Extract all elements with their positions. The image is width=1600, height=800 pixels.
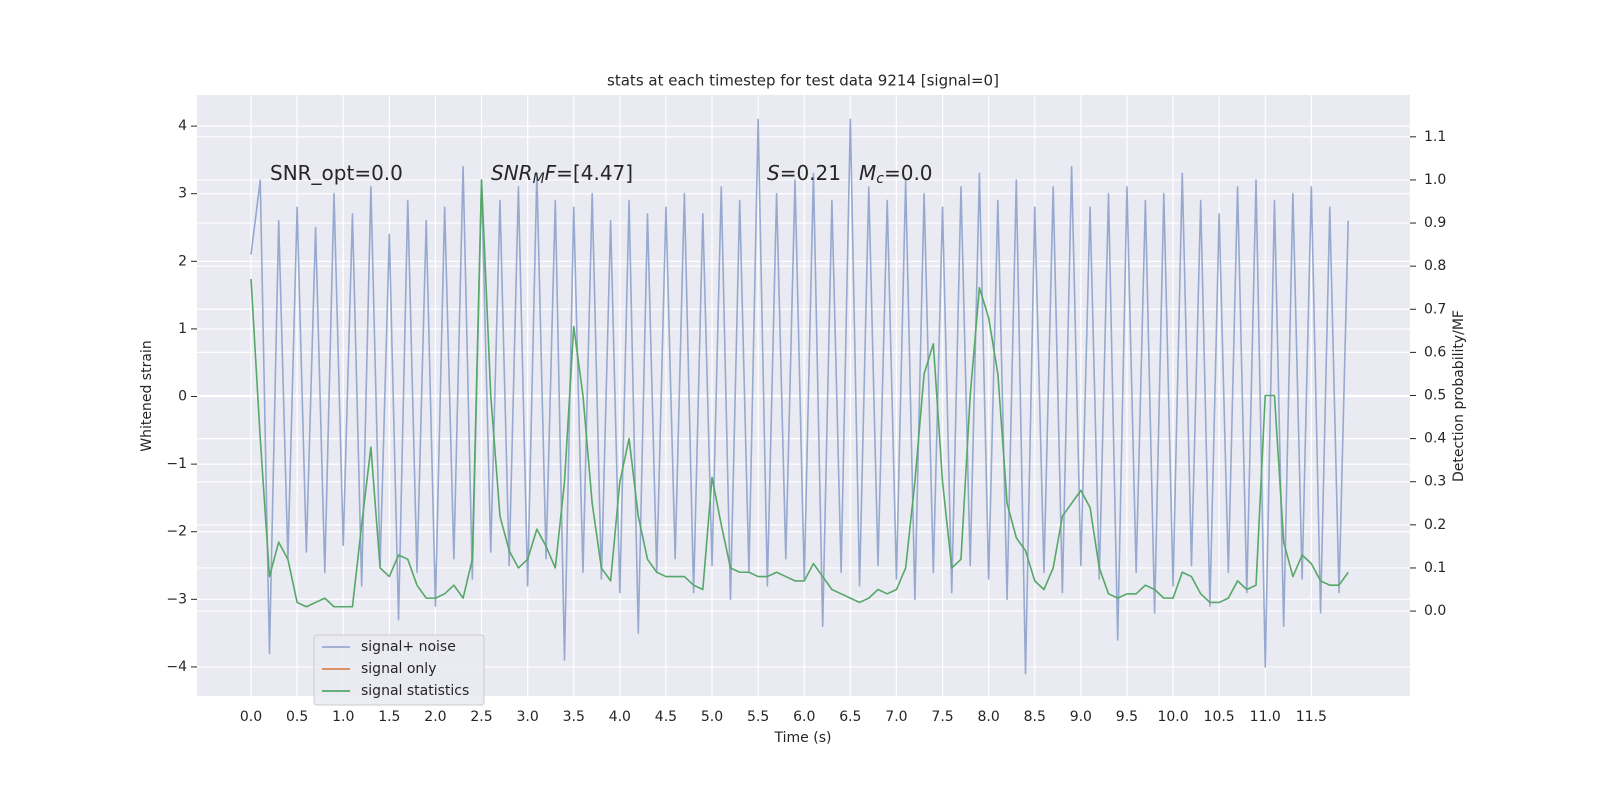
annotation: SNRMF=[4.47] bbox=[491, 161, 633, 188]
axes: 0.0 0.5 1.0 1.5 2.0 2.5 3.0 3.5 4.0 4.5 5.0 5.5 6.0 6… bbox=[166, 118, 1446, 725]
x-tick-label: 10.5 bbox=[1204, 709, 1235, 725]
y-tick-label: −3 bbox=[166, 591, 187, 607]
y2-axis-label: Detection probability/MF bbox=[1451, 310, 1467, 482]
y2-tick-label: 0.2 bbox=[1424, 517, 1446, 533]
annotation-part: S bbox=[767, 161, 780, 185]
chart-title: stats at each timestep for test data 921… bbox=[607, 72, 999, 90]
x-tick-label: 8.5 bbox=[1024, 709, 1046, 725]
annotation-part: F bbox=[545, 161, 557, 185]
x-tick-label: 3.5 bbox=[563, 709, 585, 725]
x-tick-label: 1.5 bbox=[378, 709, 400, 725]
y-tick-label: 3 bbox=[178, 186, 187, 202]
x-tick-label: 2.0 bbox=[424, 709, 446, 725]
y-tick-label: −2 bbox=[166, 524, 187, 540]
x-tick-label: 4.0 bbox=[609, 709, 631, 725]
legend: signal+ noise signal only signal statistic… bbox=[313, 634, 485, 706]
y2-tick-label: 1.0 bbox=[1424, 172, 1446, 188]
x-tick-label: 7.0 bbox=[885, 709, 907, 725]
marks bbox=[250, 118, 1350, 675]
x-tick-label: 5.0 bbox=[701, 709, 723, 725]
annotation-part: SNR bbox=[491, 161, 533, 185]
x-axis-label: Time (s) bbox=[774, 730, 832, 746]
y2-tick-label: 0.5 bbox=[1424, 388, 1446, 404]
x-tick-label: 11.5 bbox=[1296, 709, 1327, 725]
y2-tick-label: 0.1 bbox=[1424, 560, 1446, 576]
y2-tick-label: 0.6 bbox=[1424, 344, 1446, 360]
x-tick-label: 2.5 bbox=[470, 709, 492, 725]
x-tick-label: 6.5 bbox=[839, 709, 861, 725]
y2-tick-label: 1.1 bbox=[1424, 129, 1446, 145]
y2-tick-label: 0.9 bbox=[1424, 215, 1446, 231]
x-tick-label: 6.0 bbox=[793, 709, 815, 725]
legend-box bbox=[313, 634, 485, 706]
series-line bbox=[250, 179, 1349, 608]
y2-tick-label: 0.3 bbox=[1424, 474, 1446, 490]
x-tick-label: 11.0 bbox=[1250, 709, 1281, 725]
annotation-part: M bbox=[859, 161, 876, 185]
y-tick-label: 1 bbox=[178, 321, 187, 337]
x-tick-label: 0.0 bbox=[240, 709, 262, 725]
x-tick-label: 1.0 bbox=[332, 709, 354, 725]
annotation-part: M bbox=[533, 171, 545, 187]
y-tick-label: −4 bbox=[166, 659, 187, 675]
x-tick-label: 0.5 bbox=[286, 709, 308, 725]
legend-label: signal+ noise bbox=[361, 639, 456, 655]
annotation: S=0.21 bbox=[767, 161, 841, 185]
x-tick-label: 5.5 bbox=[747, 709, 769, 725]
y2-tick-label: 0.0 bbox=[1424, 603, 1446, 619]
legend-label: signal only bbox=[361, 661, 436, 677]
annotation-part: =[4.47] bbox=[556, 161, 633, 185]
x-tick-label: 8.0 bbox=[978, 709, 1000, 725]
x-tick-label: 7.5 bbox=[931, 709, 953, 725]
annotation: SNR_opt=0.0 bbox=[270, 161, 403, 185]
y-axis-label: Whitened strain bbox=[139, 340, 155, 451]
x-tick-label: 4.5 bbox=[655, 709, 677, 725]
x-tick-label: 10.0 bbox=[1157, 709, 1188, 725]
y2-tick-label: 0.7 bbox=[1424, 301, 1446, 317]
annotation-part: SNR_opt=0.0 bbox=[270, 161, 403, 185]
y-tick-label: 2 bbox=[178, 253, 187, 269]
x-tick-label: 9.5 bbox=[1116, 709, 1138, 725]
y-tick-label: 0 bbox=[178, 389, 187, 405]
annotation-part: =0.21 bbox=[780, 161, 841, 185]
y2-tick-label: 0.8 bbox=[1424, 258, 1446, 274]
y-tick-label: 4 bbox=[178, 118, 187, 134]
y2-tick-label: 0.4 bbox=[1424, 431, 1446, 447]
x-tick-label: 3.0 bbox=[517, 709, 539, 725]
legend-label: signal statistics bbox=[361, 683, 469, 699]
annotation: Mc=0.0 bbox=[859, 161, 933, 188]
series-line bbox=[250, 118, 1350, 675]
annotation-part: c bbox=[876, 171, 884, 187]
y-tick-label: −1 bbox=[166, 456, 187, 472]
annotation-part: =0.0 bbox=[884, 161, 933, 185]
x-tick-label: 9.0 bbox=[1070, 709, 1092, 725]
